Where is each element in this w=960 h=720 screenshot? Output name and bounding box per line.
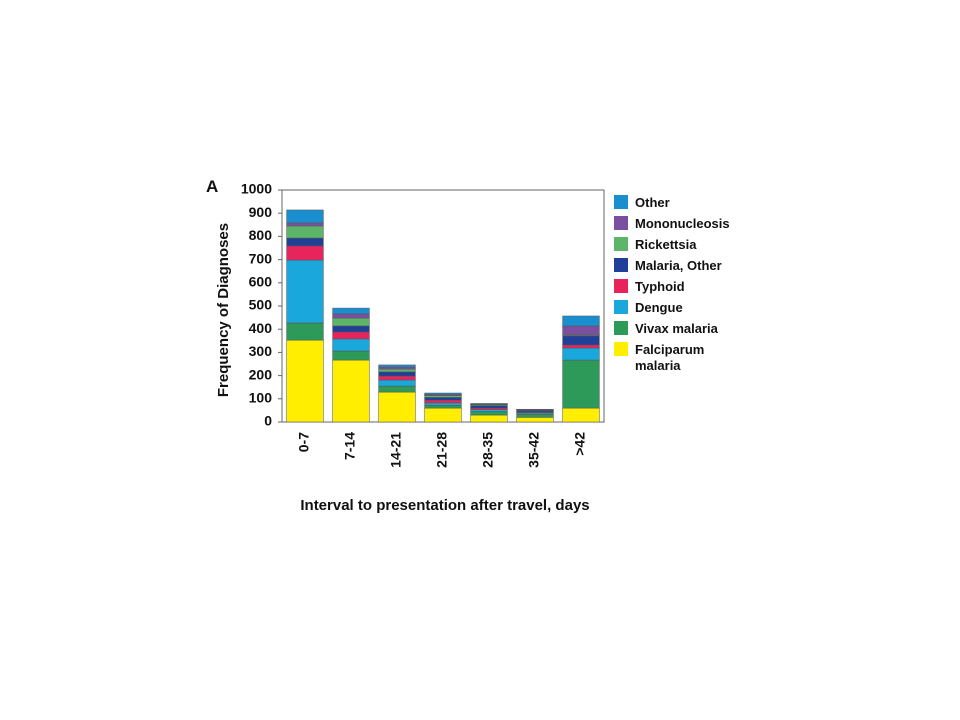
bar-segment xyxy=(470,405,508,409)
bar-segment xyxy=(424,402,462,406)
bar-segment xyxy=(470,411,508,416)
bar-segment xyxy=(378,371,416,377)
bar-segment xyxy=(332,331,370,340)
legend-swatch xyxy=(614,300,628,314)
legend-label: Falciparum malaria xyxy=(635,342,705,373)
y-tick-label: 0 xyxy=(264,413,272,429)
y-tick-label: 400 xyxy=(249,320,273,336)
y-tick-label: 100 xyxy=(249,390,273,406)
bar-segment xyxy=(470,403,508,405)
y-tick-label: 800 xyxy=(249,227,273,243)
legend-label: Mononucleosis xyxy=(635,216,730,231)
legend-swatch xyxy=(614,258,628,272)
legend-swatch xyxy=(614,195,628,209)
y-tick-label: 900 xyxy=(249,204,273,220)
bar-segment xyxy=(562,347,600,361)
panel-label: A xyxy=(206,177,218,196)
bar-segment xyxy=(332,325,370,333)
legend-label: Rickettsia xyxy=(635,237,697,252)
bar-segment xyxy=(286,259,324,324)
legend-label: Other xyxy=(635,195,670,210)
bar-segment xyxy=(562,359,600,409)
bar-segment xyxy=(378,364,416,368)
bar-segment xyxy=(562,344,600,349)
legend-item: Other xyxy=(614,195,764,211)
bar-segment xyxy=(378,368,416,373)
bar-segment xyxy=(286,339,324,423)
legend-label: Typhoid xyxy=(635,279,685,294)
x-tick-label: 0-7 xyxy=(296,432,312,452)
legend-label: Vivax malaria xyxy=(635,321,718,336)
bar-segment xyxy=(424,399,462,404)
bar-segment xyxy=(286,245,324,261)
bar-segment xyxy=(286,209,324,224)
bar-segment xyxy=(424,395,462,398)
bar-segment xyxy=(378,375,416,381)
legend-swatch xyxy=(614,342,628,356)
bar-segment xyxy=(332,307,370,315)
legend-item: Vivax malaria xyxy=(614,321,764,337)
bar-segment xyxy=(424,407,462,423)
legend-label: Malaria, Other xyxy=(635,258,722,273)
bar-segment xyxy=(516,414,554,418)
legend-swatch xyxy=(614,216,628,230)
legend-item: Rickettsia xyxy=(614,237,764,253)
legend-item: Falciparum malaria xyxy=(614,342,764,374)
bar-segment xyxy=(286,225,324,239)
bar-segment xyxy=(332,313,370,319)
legend-item: Dengue xyxy=(614,300,764,316)
y-tick-label: 200 xyxy=(249,366,273,382)
bar-segment xyxy=(378,379,416,387)
legend: Other Mononucleosis Rickettsia Malaria, Oth… xyxy=(614,195,764,379)
bar-segment xyxy=(424,405,462,409)
bar-segment xyxy=(332,359,370,423)
x-tick-label: 7-14 xyxy=(342,432,358,460)
bar-segment xyxy=(562,315,600,327)
x-axis-title: Interval to presentation after travel, d… xyxy=(300,497,589,514)
bar-segment xyxy=(562,335,600,346)
bar-segment xyxy=(424,397,462,401)
legend-swatch xyxy=(614,237,628,251)
legend-item: Malaria, Other xyxy=(614,258,764,274)
legend-swatch xyxy=(614,279,628,293)
bar-segment xyxy=(562,325,600,336)
y-tick-label: 600 xyxy=(249,274,273,290)
x-tick-label: 28-35 xyxy=(480,432,496,468)
legend-label: Dengue xyxy=(635,300,683,315)
bar-segment xyxy=(378,366,416,370)
legend-swatch xyxy=(614,321,628,335)
x-tick-label: 21-28 xyxy=(434,432,450,468)
bar-segment xyxy=(286,222,324,227)
x-tick-label: >42 xyxy=(572,432,588,456)
y-tick-label: 700 xyxy=(249,250,273,266)
bar-segment xyxy=(562,407,600,423)
bar-segment xyxy=(286,322,324,341)
bar-segment xyxy=(378,385,416,393)
bar-segment xyxy=(424,392,462,395)
bar-segment xyxy=(332,338,370,352)
bar-segment xyxy=(516,417,554,423)
y-axis-title: Frequency of Diagnoses xyxy=(215,223,232,397)
x-tick-label: 14-21 xyxy=(388,432,404,468)
plot-frame xyxy=(281,189,605,423)
bar-segment xyxy=(286,237,324,247)
y-tick-label: 1000 xyxy=(241,181,272,197)
legend-item: Typhoid xyxy=(614,279,764,295)
bar-segment xyxy=(470,409,508,412)
bar-segment xyxy=(332,350,370,361)
bar-segment xyxy=(470,414,508,423)
legend-item: Mononucleosis xyxy=(614,216,764,232)
y-tick-label: 500 xyxy=(249,297,273,313)
y-tick-label: 300 xyxy=(249,343,273,359)
bar-segment xyxy=(332,317,370,327)
bar-segment xyxy=(378,391,416,423)
x-tick-label: 35-42 xyxy=(526,432,542,468)
